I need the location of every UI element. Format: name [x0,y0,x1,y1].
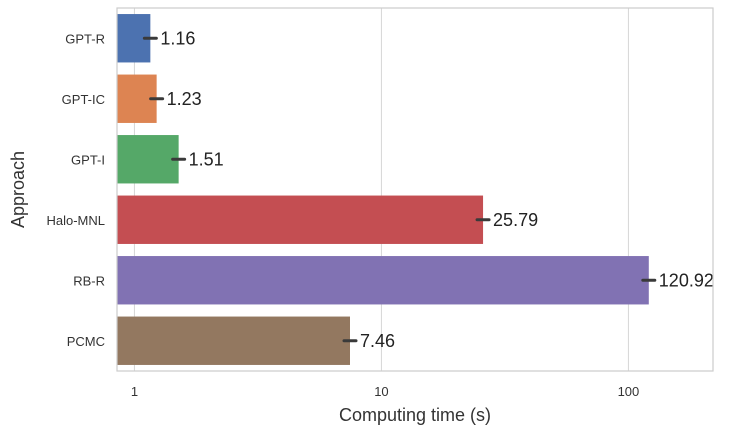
y-tick-label: RB-R [73,273,105,288]
bar-value-label: 1.16 [160,28,195,48]
y-tick-label: GPT-R [65,31,105,46]
y-tick-label: GPT-IC [62,92,105,107]
y-tick-label: Halo-MNL [46,213,105,228]
x-tick-label: 100 [618,384,640,399]
y-tick-label: PCMC [67,334,105,349]
y-axis-title: Approach [8,151,28,228]
plot-background [117,8,713,371]
x-tick-label: 1 [131,384,138,399]
plot-frame [116,7,714,372]
bar [117,195,484,244]
x-axis-title: Computing time (s) [339,405,491,425]
bar-value-label: 25.79 [493,210,538,230]
bar [117,316,350,365]
bar-value-label: 1.23 [167,89,202,109]
bar [117,256,649,305]
y-tick-label: GPT-I [71,152,105,167]
bar-value-label: 7.46 [360,331,395,351]
x-tick-label: 10 [374,384,388,399]
bar [117,135,179,184]
plot-area: 1.16 GPT-R 1.23 GPT-IC 1.51 GPT-I 25.79 Halo-MN… [46,7,714,399]
bar-value-label: 120.92 [659,270,714,290]
bar-value-label: 1.51 [189,149,224,169]
